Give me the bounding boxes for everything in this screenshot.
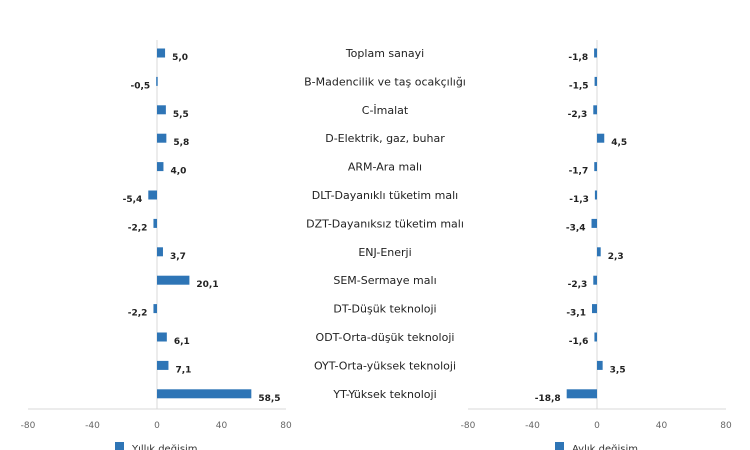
bar: [593, 105, 597, 115]
x-tick-label: -80: [461, 421, 476, 431]
bar: [157, 247, 163, 257]
data-label: 4,0: [170, 167, 186, 177]
bar: [148, 190, 157, 200]
category-label: YT-Yüksek teknoloji: [332, 388, 436, 401]
data-label: -3,4: [566, 223, 586, 233]
bar: [153, 304, 157, 314]
bar: [592, 304, 597, 314]
category-label: OYT-Orta-yüksek teknoloji: [314, 359, 456, 372]
x-tick-label: 80: [280, 421, 292, 431]
data-label: 5,0: [172, 53, 188, 63]
data-label: -2,2: [128, 223, 148, 233]
data-label: 58,5: [258, 394, 280, 404]
x-tick-label: 0: [154, 421, 160, 431]
data-label: 20,1: [196, 280, 218, 290]
bar: [157, 389, 252, 399]
bar: [566, 389, 597, 399]
category-label: DZT-Dayanıksız tüketim malı: [306, 217, 464, 230]
data-label: -1,8: [568, 53, 588, 63]
bar: [594, 332, 597, 342]
x-tick-label: 40: [656, 421, 668, 431]
bar: [597, 133, 605, 143]
data-label: -0,5: [131, 81, 151, 91]
bar: [594, 76, 597, 86]
bar: [156, 76, 158, 86]
legend-label: Yıllık değişim: [131, 443, 198, 450]
category-label: SEM-Sermaye malı: [333, 274, 436, 287]
data-label: 7,1: [175, 365, 191, 375]
data-label: 2,3: [608, 252, 624, 262]
legend-label: Aylık değişim: [572, 443, 638, 450]
category-label: DLT-Dayanıklı tüketim malı: [312, 189, 458, 202]
bar: [597, 247, 601, 257]
bar: [594, 190, 597, 200]
data-label: 4,5: [611, 138, 627, 148]
bar: [157, 162, 164, 172]
x-tick-label: -40: [85, 421, 100, 431]
bar: [157, 133, 167, 143]
data-label: 6,1: [174, 337, 190, 347]
bar: [157, 48, 166, 58]
data-label: -18,8: [535, 394, 561, 404]
x-tick-label: 40: [216, 421, 228, 431]
category-label: D-Elektrik, gaz, buhar: [325, 132, 445, 145]
data-label: -5,4: [123, 195, 143, 205]
bar: [157, 332, 167, 342]
category-label: B-Madencilik ve taş ocakçılığı: [304, 75, 466, 88]
bar: [157, 105, 166, 115]
bar: [591, 218, 597, 228]
data-label: -2,3: [568, 110, 588, 120]
x-tick-label: 0: [594, 421, 600, 431]
category-label: DT-Düşük teknoloji: [333, 303, 436, 316]
data-label: 3,5: [610, 365, 626, 375]
category-label: Toplam sanayi: [345, 47, 424, 60]
data-label: -1,7: [569, 167, 589, 177]
data-label: -2,2: [128, 309, 148, 319]
category-label: ARM-Ara malı: [348, 161, 422, 174]
bar: [153, 218, 157, 228]
bar: [593, 275, 597, 285]
bar: [594, 162, 597, 172]
data-label: 5,8: [173, 138, 189, 148]
category-label: ENJ-Enerji: [358, 246, 411, 259]
data-label: 3,7: [170, 252, 186, 262]
category-label: C-İmalat: [362, 104, 409, 117]
x-tick-label: -80: [21, 421, 36, 431]
data-label: -1,3: [569, 195, 589, 205]
bar: [157, 275, 190, 285]
x-tick-label: 80: [720, 421, 732, 431]
data-label: -3,1: [566, 309, 586, 319]
data-label: -2,3: [568, 280, 588, 290]
x-tick-label: -40: [525, 421, 540, 431]
bar: [594, 48, 597, 58]
legend-swatch: [115, 442, 124, 450]
legend-swatch: [555, 442, 564, 450]
data-label: -1,5: [569, 81, 589, 91]
data-label: 5,5: [173, 110, 189, 120]
data-label: -1,6: [569, 337, 589, 347]
bar: [157, 360, 169, 370]
category-label: ODT-Orta-düşük teknoloji: [316, 331, 455, 344]
bar: [597, 360, 603, 370]
